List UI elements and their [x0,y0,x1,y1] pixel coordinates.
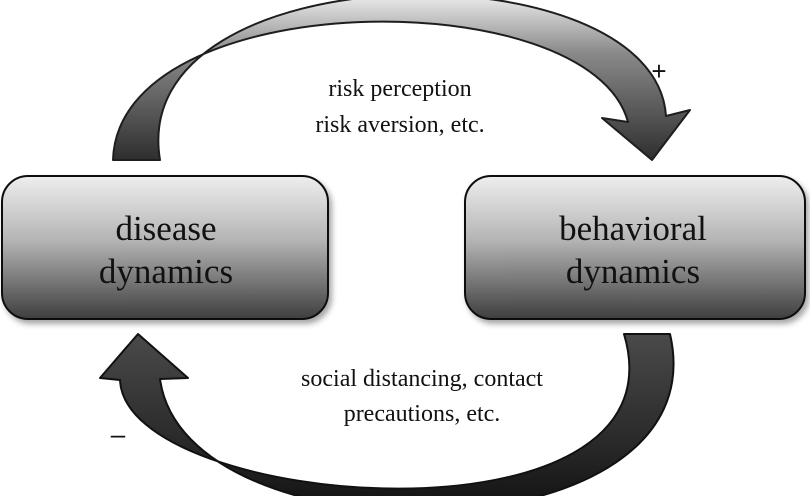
behavioral-label-line2: dynamics [566,252,700,291]
top-edge-label-line1: risk perception [328,76,471,102]
disease-label-line2: dynamics [99,252,233,291]
bottom-edge-label-line1: social distancing, contact [301,366,543,392]
positive-sign: + [651,56,666,86]
behavioral-label-line1: behavioral [559,209,707,248]
bottom-arrow [99,333,675,496]
disease-dynamics-node: disease dynamics [1,175,329,320]
disease-label-line1: disease [115,209,216,248]
top-arrow [112,0,691,161]
behavioral-dynamics-node: behavioral dynamics [464,175,806,320]
bottom-edge-label-line2: precautions, etc. [344,401,501,427]
top-edge-label-line2: risk aversion, etc. [315,112,484,138]
negative-sign: – [111,419,126,449]
